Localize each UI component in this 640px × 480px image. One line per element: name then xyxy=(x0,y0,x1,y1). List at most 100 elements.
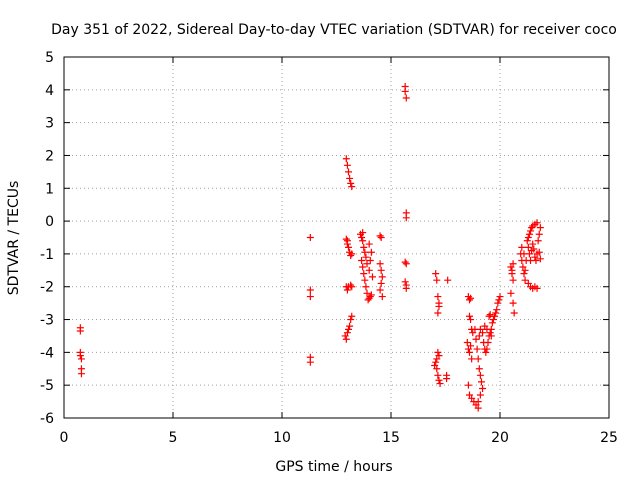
data-point xyxy=(467,316,475,324)
data-point xyxy=(521,276,529,284)
data-point xyxy=(435,376,443,384)
data-point xyxy=(343,237,351,245)
y-tick-label: -4 xyxy=(40,345,54,361)
data-point xyxy=(533,284,541,292)
data-point xyxy=(348,183,356,191)
data-point xyxy=(344,168,352,176)
data-point xyxy=(358,256,366,264)
data-point xyxy=(475,365,483,373)
data-point xyxy=(347,252,355,260)
data-point xyxy=(525,230,533,238)
data-point xyxy=(434,348,442,356)
data-point xyxy=(475,332,483,340)
data-point xyxy=(486,311,494,319)
data-point xyxy=(306,358,314,366)
data-point xyxy=(343,286,351,294)
data-point xyxy=(436,380,444,388)
data-point xyxy=(529,240,537,248)
data-point xyxy=(347,281,355,289)
data-point xyxy=(432,358,440,366)
data-point xyxy=(365,240,373,248)
data-point xyxy=(402,94,410,102)
data-point xyxy=(482,348,490,356)
data-point xyxy=(465,348,473,356)
data-point xyxy=(343,329,351,337)
x-tick-labels: 0 5 10 15 20 25 xyxy=(60,430,618,446)
data-point xyxy=(378,273,386,281)
data-point xyxy=(361,276,369,284)
plot-frame xyxy=(63,56,610,419)
data-point xyxy=(518,243,526,251)
data-point xyxy=(346,174,354,182)
data-point xyxy=(401,258,409,266)
data-point xyxy=(523,237,531,245)
data-point xyxy=(348,283,356,291)
data-point xyxy=(465,296,473,304)
data-point xyxy=(377,266,385,274)
data-point xyxy=(344,325,352,333)
data-point xyxy=(402,260,410,268)
data-point xyxy=(496,293,504,301)
data-point xyxy=(342,335,350,343)
data-point xyxy=(361,248,369,256)
data-point xyxy=(363,289,371,297)
data-point xyxy=(465,312,473,320)
y-tick-label: 4 xyxy=(45,83,54,99)
data-point xyxy=(520,270,528,278)
data-point xyxy=(306,234,314,241)
data-point xyxy=(468,355,476,363)
data-point xyxy=(77,370,85,378)
data-point xyxy=(77,355,85,363)
data-point xyxy=(359,229,367,237)
x-tick-label: 25 xyxy=(600,430,618,446)
y-tick-label: 2 xyxy=(45,148,54,164)
data-point xyxy=(359,237,367,245)
data-point xyxy=(509,260,517,268)
x-tick-label: 15 xyxy=(382,430,400,446)
data-point xyxy=(377,234,385,241)
y-tick-label: -3 xyxy=(40,313,54,329)
data-point xyxy=(494,299,502,307)
data-point xyxy=(474,355,482,363)
data-point xyxy=(444,276,452,284)
data-point xyxy=(360,243,368,251)
data-point xyxy=(479,329,487,337)
data-point xyxy=(362,253,370,261)
y-tick-label: 5 xyxy=(45,50,54,66)
data-points xyxy=(76,83,544,412)
data-point xyxy=(306,286,314,294)
data-point xyxy=(535,230,543,238)
data-point xyxy=(485,312,493,320)
data-point xyxy=(376,286,384,294)
data-point xyxy=(467,294,475,302)
data-point xyxy=(402,284,410,292)
y-tick-label: -6 xyxy=(40,411,54,427)
data-point xyxy=(535,248,543,256)
data-point xyxy=(434,309,442,317)
data-point xyxy=(443,375,451,383)
data-point xyxy=(76,327,84,335)
data-point xyxy=(479,384,487,392)
data-point xyxy=(306,293,314,301)
data-point xyxy=(530,245,538,253)
data-point xyxy=(521,266,529,274)
data-point xyxy=(402,214,410,222)
data-point xyxy=(363,260,371,268)
y-tick-label: -1 xyxy=(40,247,54,263)
chart-title: Day 351 of 2022, Sidereal Day-to-day VTE… xyxy=(51,22,617,38)
data-point xyxy=(358,234,366,241)
data-point xyxy=(367,248,375,256)
data-point xyxy=(493,306,501,314)
data-point xyxy=(360,270,368,278)
data-point xyxy=(365,266,373,274)
y-tick-label: 0 xyxy=(45,214,54,230)
y-tick-label: -5 xyxy=(40,378,54,394)
data-point xyxy=(508,266,516,274)
data-point xyxy=(376,232,384,240)
data-point xyxy=(342,155,350,163)
data-point xyxy=(509,276,517,284)
data-point xyxy=(368,273,376,281)
data-point xyxy=(524,243,532,251)
data-point xyxy=(435,299,443,307)
data-point xyxy=(401,278,409,286)
